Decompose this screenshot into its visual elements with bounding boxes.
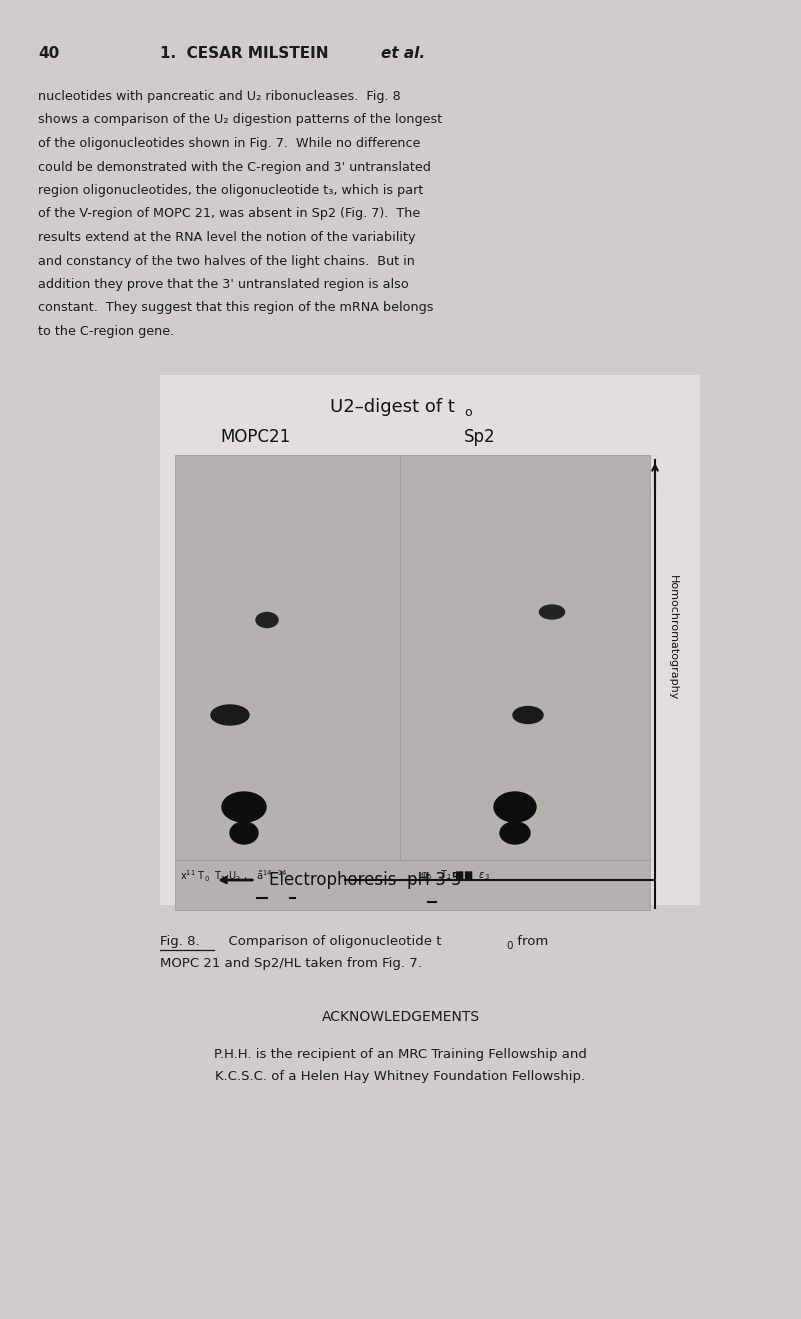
Text: region oligonucleotides, the oligonucleotide t₃, which is part: region oligonucleotides, the oligonucleo…	[38, 183, 424, 197]
Text: from: from	[513, 935, 548, 948]
Text: et al.: et al.	[381, 46, 425, 61]
Text: to the C-region gene.: to the C-region gene.	[38, 324, 175, 338]
Ellipse shape	[211, 704, 249, 725]
Ellipse shape	[256, 612, 278, 628]
Text: and constancy of the two halves of the light chains.  But in: and constancy of the two halves of the l…	[38, 255, 415, 268]
Text: 0: 0	[506, 940, 513, 951]
Text: constant.  They suggest that this region of the mRNA belongs: constant. They suggest that this region …	[38, 302, 433, 314]
Text: ACKNOWLEDGEMENTS: ACKNOWLEDGEMENTS	[321, 1010, 480, 1024]
Text: MOPC 21 and Sp2/HL taken from Fig. 7.: MOPC 21 and Sp2/HL taken from Fig. 7.	[160, 958, 422, 969]
Text: Sp2: Sp2	[465, 427, 496, 446]
Text: MOPC21: MOPC21	[220, 427, 290, 446]
Ellipse shape	[513, 707, 543, 724]
Bar	[175, 455, 400, 860]
Text: nucleotides with pancreatic and U₂ ribonucleases.  Fig. 8: nucleotides with pancreatic and U₂ ribon…	[38, 90, 400, 103]
Text: shows a comparison of the U₂ digestion patterns of the longest: shows a comparison of the U₂ digestion p…	[38, 113, 442, 127]
Bar	[400, 455, 650, 860]
Ellipse shape	[500, 822, 530, 844]
Text: of the V-region of MOPC 21, was absent in Sp2 (Fig. 7).  The: of the V-region of MOPC 21, was absent i…	[38, 207, 421, 220]
Ellipse shape	[230, 822, 258, 844]
Text: U2–digest of t: U2–digest of t	[330, 398, 455, 415]
Text: 40: 40	[38, 46, 59, 61]
Text: $\mathregular{\varphi}$$_5$   T$_1$$\cdot$$\blacksquare$$\blacksquare$  $\vareps: $\mathregular{\varphi}$$_5$ T$_1$$\cdot$…	[420, 868, 490, 882]
Text: 1.  CESAR MILSTEIN: 1. CESAR MILSTEIN	[160, 46, 328, 61]
Text: o: o	[465, 405, 472, 418]
Text: Electrophoresis  pH 3·5: Electrophoresis pH 3·5	[269, 871, 461, 889]
Bar	[160, 375, 700, 905]
Text: P.H.H. is the recipient of an MRC Training Fellowship and: P.H.H. is the recipient of an MRC Traini…	[214, 1049, 587, 1060]
Ellipse shape	[540, 605, 565, 619]
Text: $\mathregular{x^{11}}$ T$_0$  T$_1$$\cdot$U$_2$ ,   $\mathregular{\tilde{a}}$$^{: $\mathregular{x^{11}}$ T$_0$ T$_1$$\cdot…	[180, 868, 288, 884]
Ellipse shape	[494, 791, 536, 822]
Text: K.C.S.C. of a Helen Hay Whitney Foundation Fellowship.: K.C.S.C. of a Helen Hay Whitney Foundati…	[215, 1070, 586, 1083]
Text: Fig. 8.: Fig. 8.	[160, 935, 199, 948]
Text: Homochromatography: Homochromatography	[668, 575, 678, 700]
Text: addition they prove that the 3' untranslated region is also: addition they prove that the 3' untransl…	[38, 278, 409, 291]
Text: Comparison of oligonucleotide t: Comparison of oligonucleotide t	[220, 935, 441, 948]
Ellipse shape	[222, 791, 266, 822]
Text: of the oligonucleotides shown in Fig. 7.  While no difference: of the oligonucleotides shown in Fig. 7.…	[38, 137, 421, 150]
Bar	[175, 860, 650, 910]
Text: could be demonstrated with the C-region and 3' untranslated: could be demonstrated with the C-region …	[38, 161, 431, 174]
Text: results extend at the RNA level the notion of the variability: results extend at the RNA level the noti…	[38, 231, 416, 244]
